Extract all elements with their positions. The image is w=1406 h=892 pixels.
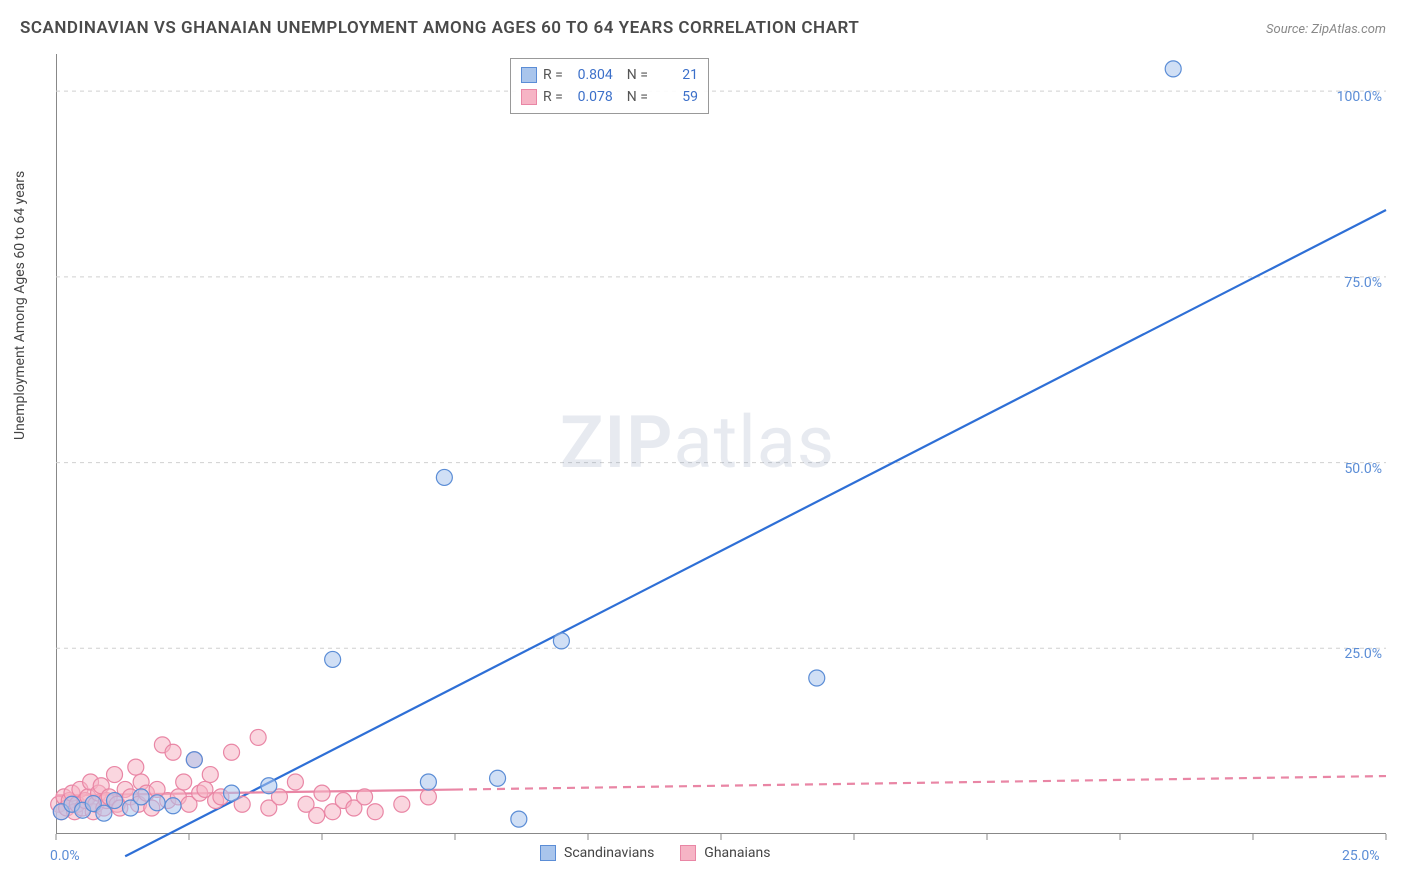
- n-value-scandinavians: 21: [654, 67, 698, 83]
- legend-label-scandinavians: Scandinavians: [564, 845, 654, 861]
- stats-row-ghanaians: R = 0.078 N = 59: [521, 86, 698, 108]
- x-tick-label: 25.0%: [1342, 848, 1380, 864]
- n-label: N =: [627, 89, 648, 105]
- legend-label-ghanaians: Ghanaians: [704, 845, 770, 861]
- swatch-ghanaians-icon: [680, 845, 696, 861]
- r-value-ghanaians: 0.078: [569, 89, 613, 105]
- legend-item-ghanaians: Ghanaians: [680, 845, 770, 861]
- r-value-scandinavians: 0.804: [569, 67, 613, 83]
- swatch-scandinavians-icon: [521, 67, 537, 83]
- n-value-ghanaians: 59: [654, 89, 698, 105]
- y-tick-label: 50.0%: [1344, 461, 1382, 477]
- y-axis-label: Unemployment Among Ages 60 to 64 years: [12, 171, 28, 440]
- y-tick-label: 75.0%: [1344, 275, 1382, 291]
- swatch-ghanaians-icon: [521, 89, 537, 105]
- r-label: R =: [543, 67, 563, 83]
- source-attribution: Source: ZipAtlas.com: [1266, 22, 1386, 37]
- chart-title: SCANDINAVIAN VS GHANAIAN UNEMPLOYMENT AM…: [20, 18, 859, 38]
- n-label: N =: [627, 67, 648, 83]
- chart-container: SCANDINAVIAN VS GHANAIAN UNEMPLOYMENT AM…: [0, 0, 1406, 892]
- scatter-plot: [56, 54, 1386, 834]
- series-legend: Scandinavians Ghanaians: [540, 845, 770, 861]
- y-tick-label: 25.0%: [1344, 646, 1382, 662]
- legend-item-scandinavians: Scandinavians: [540, 845, 654, 861]
- stats-row-scandinavians: R = 0.804 N = 21: [521, 64, 698, 86]
- y-tick-label: 100.0%: [1337, 89, 1382, 105]
- r-label: R =: [543, 89, 563, 105]
- swatch-scandinavians-icon: [540, 845, 556, 861]
- x-tick-label: 0.0%: [50, 848, 80, 864]
- stats-legend: R = 0.804 N = 21 R = 0.078 N = 59: [510, 58, 709, 114]
